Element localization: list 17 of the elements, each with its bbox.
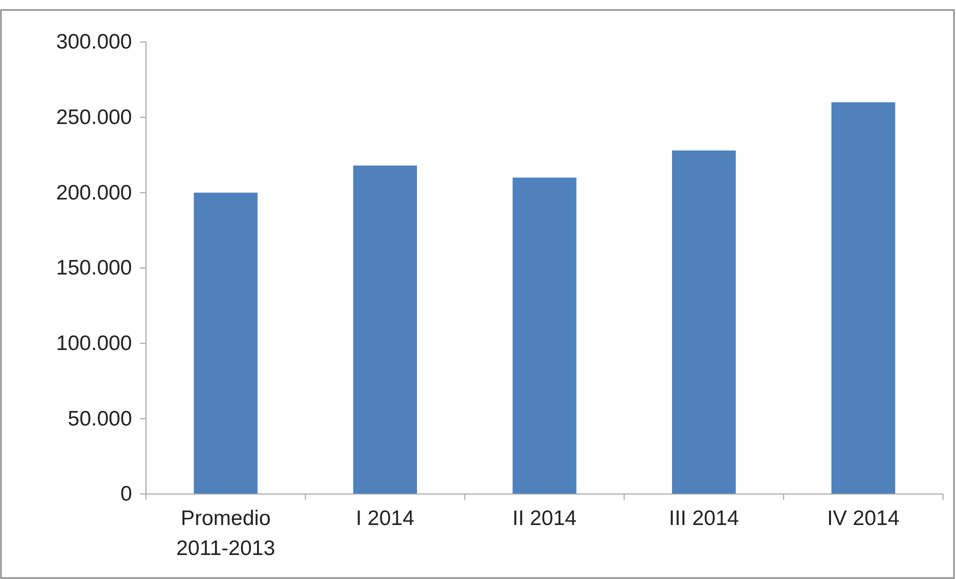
y-tick-label: 200.000 bbox=[56, 181, 132, 204]
x-tick-label: Promedio 2011-2013 bbox=[176, 507, 276, 560]
x-tick-label: I 2014 bbox=[356, 507, 415, 530]
y-tick-label: 300.000 bbox=[56, 30, 132, 54]
x-tick-label: II 2014 bbox=[512, 507, 577, 530]
bar bbox=[512, 178, 576, 494]
x-tick-label: III 2014 bbox=[668, 507, 740, 530]
y-tick-label: 50.000 bbox=[68, 407, 132, 430]
y-tick-label: 0 bbox=[120, 482, 132, 506]
y-tick-label: 250.000 bbox=[56, 106, 132, 130]
bar bbox=[831, 102, 896, 494]
y-tick-label: 150.000 bbox=[56, 256, 132, 280]
bar bbox=[672, 150, 736, 494]
y-tick-label: 100.000 bbox=[56, 332, 132, 356]
bar bbox=[353, 166, 417, 494]
x-tick-label: IV 2014 bbox=[827, 507, 900, 530]
bar bbox=[194, 192, 258, 494]
